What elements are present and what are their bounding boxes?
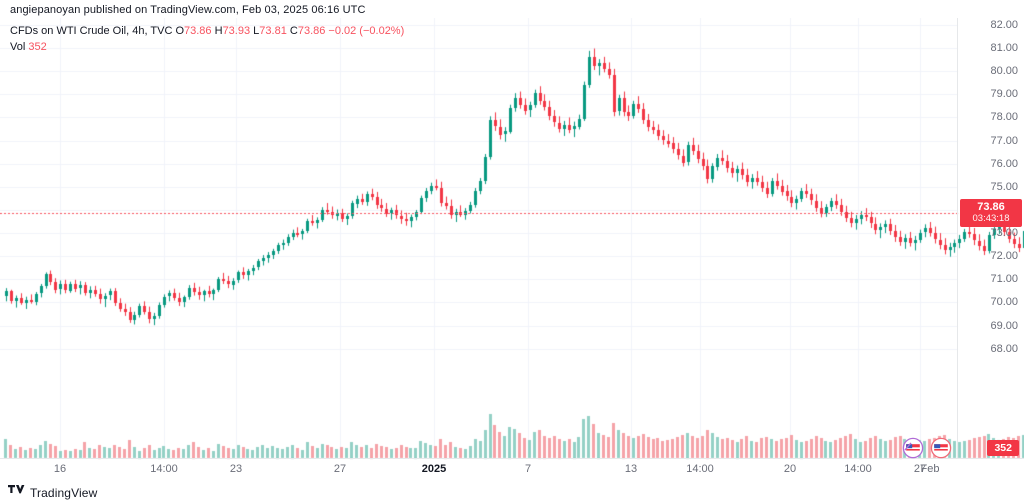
time-tick: 14:00 [686,463,714,475]
time-scale-divider [0,458,1024,459]
time-tick: 13 [624,463,638,475]
price-scale[interactable]: 82.00 81.00 80.00 79.00 78.00 77.00 76.00 75.00… [958,18,1024,458]
legend-change: −0.02 (−0.02%) [328,25,405,37]
current-price-value: 73.86 [977,201,1005,214]
price-tick: 82.00 [990,18,1018,31]
legend-open-value: 73.86 [184,25,212,37]
attribution-text: angiepanoyan published on TradingView.co… [10,4,366,16]
tradingview-logo-icon [8,484,25,502]
us-flag-icon[interactable] [930,437,952,459]
price-tick: 78.00 [990,111,1018,124]
price-tick: 70.00 [990,296,1018,309]
legend-low-value: 73.81 [259,25,287,37]
tradingview-label: TradingView [30,486,98,500]
price-tick: 81.00 [990,42,1018,55]
tradingview-branding[interactable]: TradingView [8,484,97,502]
price-tick: 71.00 [990,273,1018,286]
price-scale-divider [957,18,958,458]
time-tick: 23 [229,463,243,475]
legend-open-key: O [175,25,185,37]
time-tick: 20 [783,463,797,475]
legend-volume-label: Vol [10,41,26,53]
legend-high-value: 73.93 [222,25,251,37]
legend-high-key: H [214,25,223,37]
chart-legend[interactable]: CFDs on WTI Crude Oil, 4h, TVC O73.86 H7… [10,24,404,54]
chart-frame[interactable] [0,18,1024,485]
us-flag-alert-icon[interactable] [902,437,924,459]
candlestick-plot[interactable] [0,18,1024,485]
time-tick: 16 [53,463,67,475]
bar-countdown: 03:43:18 [972,213,1010,225]
time-tick: 14:00 [150,463,178,475]
time-tick: 27 [333,463,347,475]
time-tick: 14:00 [844,463,872,475]
time-tick: 2025 [421,463,447,475]
legend-volume-value: 352 [28,41,47,53]
time-tick-last: Feb [920,463,940,475]
legend-low-key: L [253,25,260,37]
price-tick: 77.00 [990,134,1018,147]
volume-value-badge[interactable]: 352 [987,440,1019,456]
legend-line-volume: Vol 352 [10,40,404,54]
price-tick: 79.00 [990,88,1018,101]
time-tick: 7 [524,463,532,475]
price-tick: 80.00 [990,65,1018,78]
legend-line-ohlc: CFDs on WTI Crude Oil, 4h, TVC O73.86 H7… [10,24,404,38]
price-tick: 75.00 [990,180,1018,193]
legend-symbol[interactable]: CFDs on WTI Crude Oil, 4h, TVC [10,25,173,37]
time-tick: 27 [913,463,927,475]
price-tick: 73.00 [990,227,1018,240]
legend-close-key: C [289,25,298,37]
price-tick: 76.00 [990,157,1018,170]
price-tick: 69.00 [990,319,1018,332]
current-price-badge[interactable]: 73.86 03:43:18 [960,199,1022,228]
legend-close-value: 73.86 [297,25,326,37]
price-tick: 68.00 [990,342,1018,355]
time-scale[interactable]: 16 14:00 23 27 2025 7 13 14:00 20 14:00 27 Feb [0,458,958,482]
price-tick: 72.00 [990,250,1018,263]
flag-badges[interactable] [902,437,952,459]
